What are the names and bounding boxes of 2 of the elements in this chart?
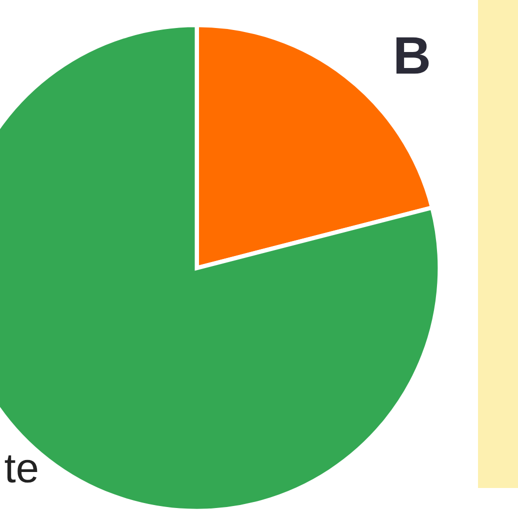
text: B (396, 37, 429, 74)
slice-label: te (4, 455, 38, 483)
